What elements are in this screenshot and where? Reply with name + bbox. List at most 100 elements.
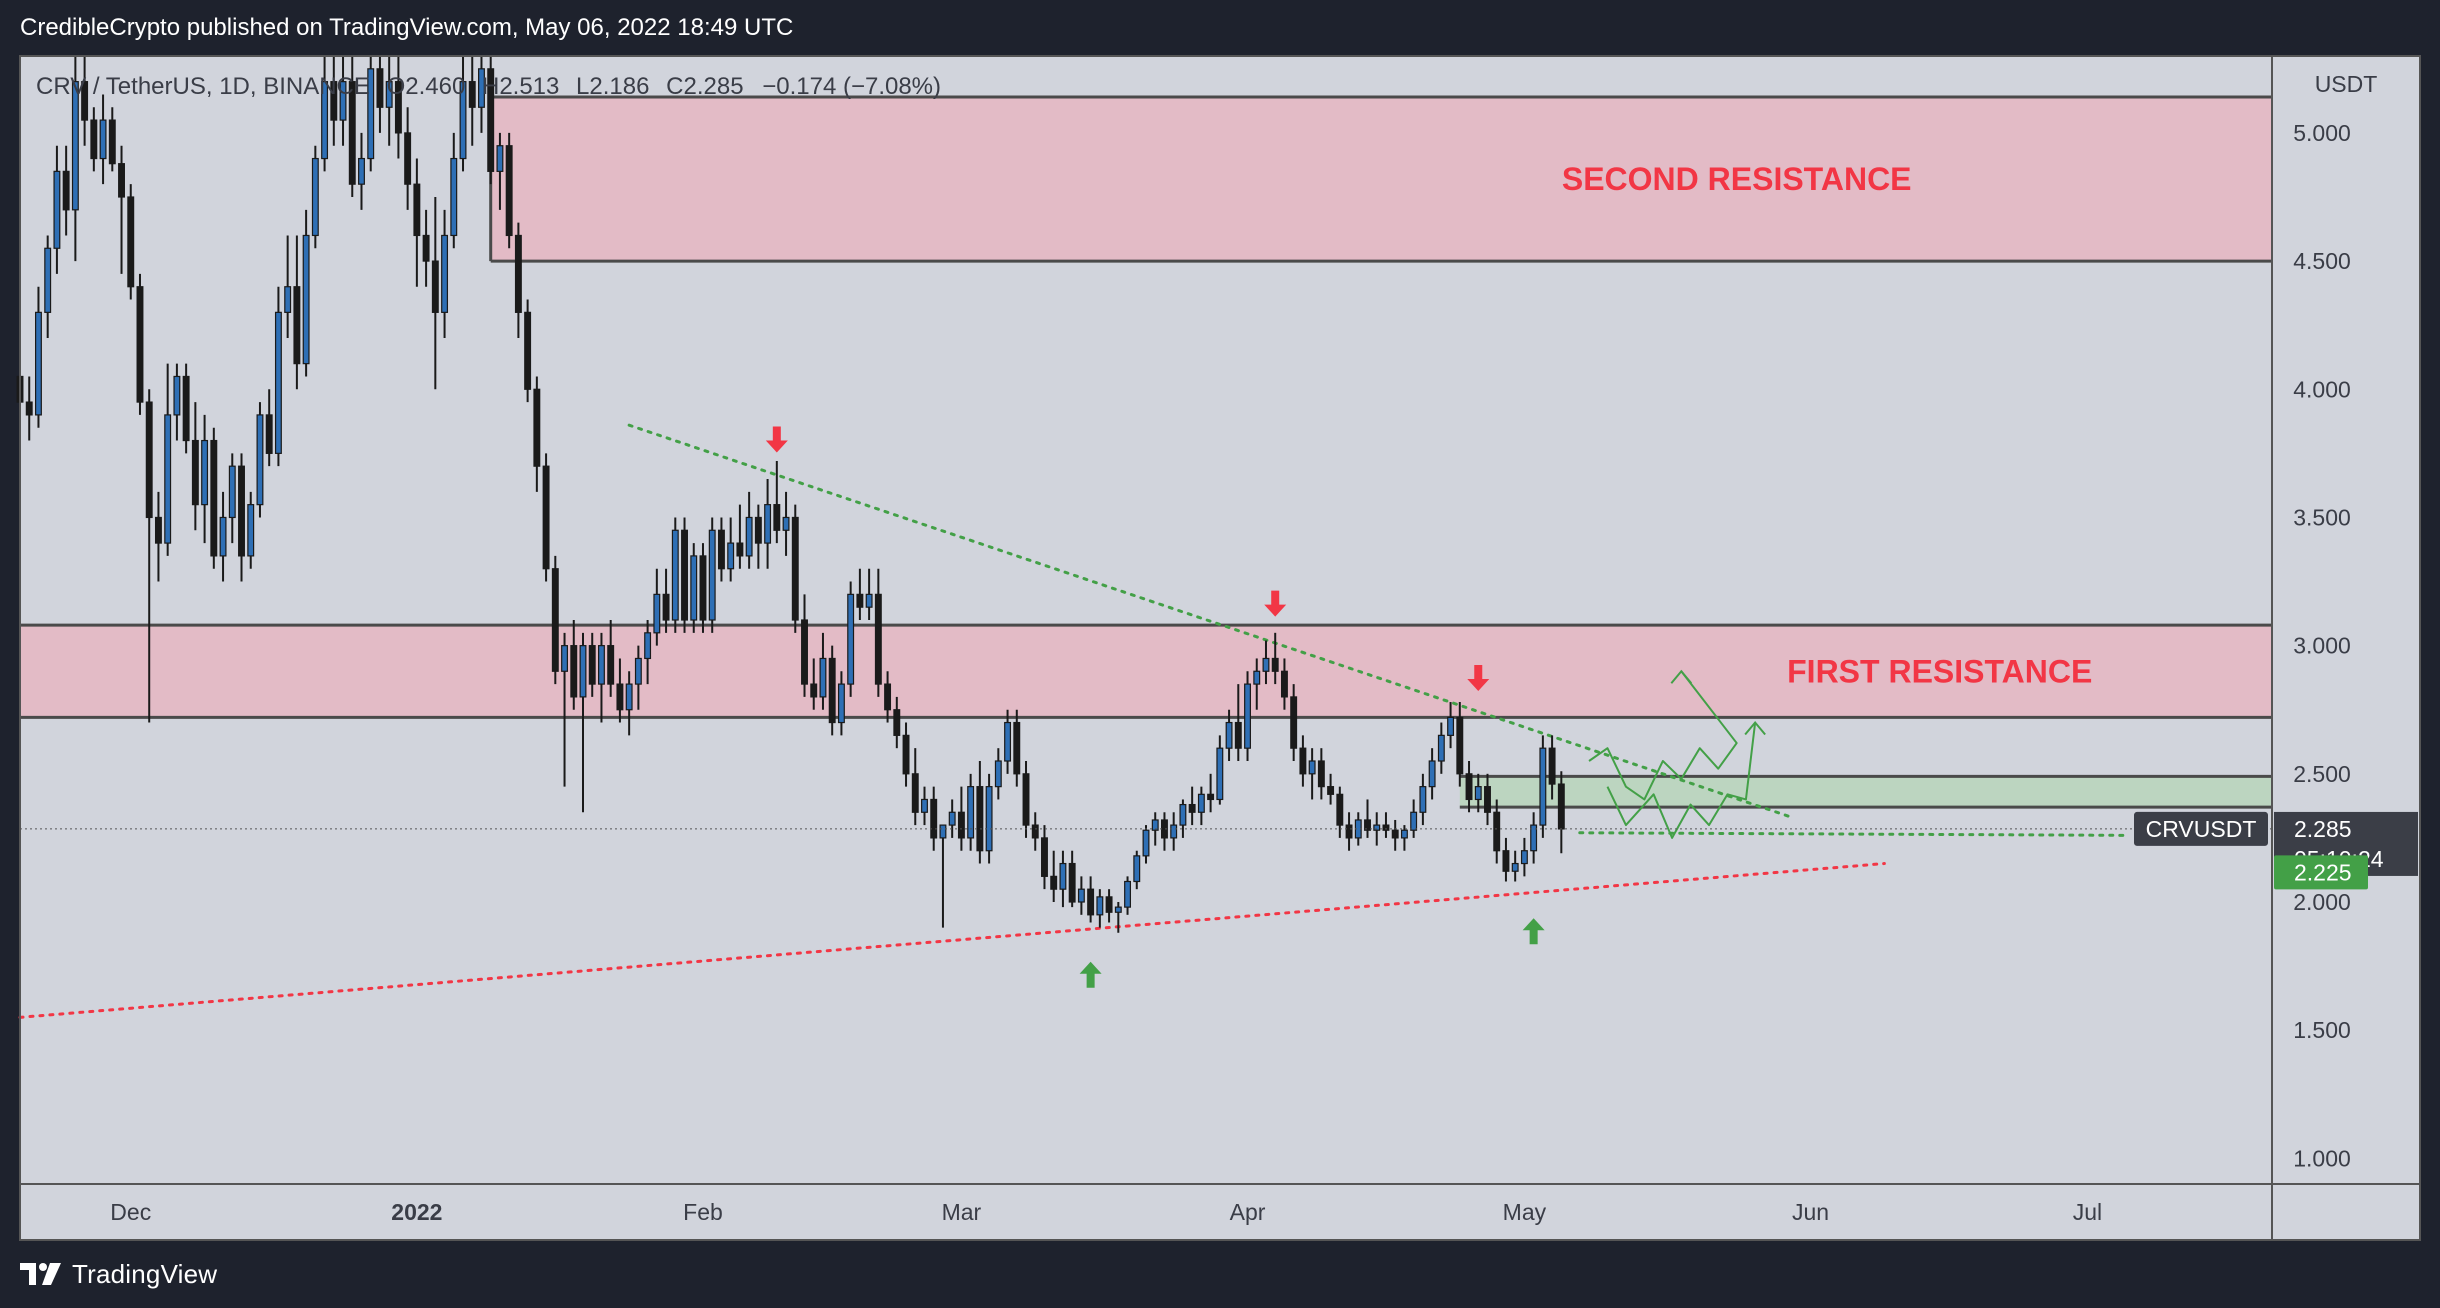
candle-down — [570, 645, 578, 698]
y-tick-label: 2.500 — [2293, 761, 2351, 787]
x-tick-label: Jul — [2073, 1199, 2102, 1225]
candle-down — [1327, 786, 1335, 795]
candle-up — [321, 81, 329, 160]
candle-up — [441, 234, 449, 313]
candle-down — [293, 286, 301, 365]
candle-up — [625, 683, 633, 711]
candle-down — [1087, 888, 1095, 916]
candle-up — [228, 465, 236, 519]
candle-down — [1317, 760, 1325, 788]
candle-down — [1456, 716, 1464, 775]
arrow-down-1 — [765, 426, 788, 453]
candle-down — [404, 132, 412, 185]
candle-down — [136, 286, 144, 403]
candle-down — [551, 568, 559, 672]
resistance-zone-1 — [490, 97, 2272, 262]
candle-down — [1271, 657, 1279, 672]
y-tick-label: 5.000 — [2293, 120, 2351, 146]
candle-down — [1234, 721, 1242, 749]
candle-down — [90, 119, 98, 160]
candle-down — [773, 504, 781, 531]
candle-down — [348, 81, 356, 185]
candle-down — [468, 81, 476, 108]
candle-up — [994, 760, 1002, 788]
candle-down — [1493, 811, 1501, 852]
candle-down — [874, 593, 882, 685]
x-tick-label: May — [1503, 1199, 1547, 1225]
candle-up — [1253, 670, 1261, 685]
candle-up — [764, 504, 772, 544]
x-tick-label: 2022 — [391, 1199, 442, 1225]
candle-up — [708, 529, 716, 621]
open-value: 2.460 — [405, 73, 465, 100]
candle-down — [182, 375, 190, 442]
candle-down — [976, 786, 984, 852]
symbol-tag-label: CRVUSDT — [2146, 816, 2257, 842]
projection-path-2 — [1606, 722, 1757, 839]
arrow-up-5 — [1522, 918, 1545, 945]
candle-up — [1308, 760, 1316, 775]
candle-up — [967, 786, 975, 839]
candle-down — [210, 439, 218, 557]
candle-up — [339, 81, 347, 121]
candle-down — [588, 645, 596, 685]
candle-up — [819, 657, 827, 698]
x-tick-label: Feb — [683, 1199, 723, 1225]
candle-down — [487, 68, 495, 172]
candle-up — [201, 439, 209, 506]
candle-down — [1391, 829, 1399, 839]
candle-up — [847, 593, 855, 685]
candle-down — [505, 145, 513, 237]
candle-up — [311, 157, 319, 237]
low-label: L — [576, 73, 589, 100]
projection-arrowhead-1 — [1670, 669, 1693, 684]
low-value: 2.186 — [589, 73, 649, 100]
candle-down — [1105, 896, 1113, 913]
candle-down — [154, 516, 162, 544]
candle-up — [459, 81, 467, 160]
candle-down — [607, 645, 615, 685]
tradingview-logo[interactable]: TradingView — [20, 1256, 217, 1292]
candle-down — [616, 683, 624, 711]
candle-up — [358, 157, 365, 185]
candle-down — [754, 516, 762, 544]
candle-up — [1262, 657, 1270, 672]
candle-down — [1557, 783, 1565, 830]
candle-up — [1474, 786, 1482, 801]
candles — [16, 56, 1565, 933]
candle-up — [1428, 760, 1436, 788]
candle-down — [699, 555, 707, 621]
candle-down — [1465, 773, 1473, 801]
last-price-value: 2.285 — [2294, 816, 2352, 842]
candle-up — [1373, 824, 1381, 831]
trendline-descending — [627, 423, 1794, 819]
time-axis-area[interactable] — [20, 1184, 2272, 1240]
candle-down — [542, 465, 550, 570]
candle-down — [911, 773, 919, 813]
candle-down — [1382, 824, 1390, 831]
candle-up — [302, 234, 310, 365]
candle-up — [256, 414, 264, 506]
price-axis-area[interactable] — [2272, 56, 2420, 1240]
arrow-up-4 — [1079, 961, 1102, 988]
candle-down — [1068, 862, 1076, 903]
candle-down — [238, 465, 245, 557]
candle-down — [1345, 824, 1353, 839]
close-label: C — [666, 73, 683, 100]
candle-down — [431, 260, 439, 313]
candle-up — [164, 414, 172, 544]
candle-up — [247, 504, 255, 557]
change-value: −0.174 (−7.08%) — [762, 73, 941, 100]
candle-down — [1050, 875, 1058, 890]
candle-up — [1133, 855, 1141, 883]
candle-up — [644, 632, 652, 660]
y-tick-label: 1.500 — [2293, 1017, 2351, 1043]
candle-down — [1299, 747, 1307, 775]
candle-down — [330, 81, 338, 121]
candle-up — [478, 68, 485, 108]
y-axis-ticks: 5.000 4.500 4.000 3.500 3.000 2.500 2.000 1.500… — [2293, 120, 2351, 1171]
candle-down — [145, 401, 153, 519]
candle-down — [108, 119, 116, 165]
x-axis-ticks: Dec 2022 Feb Mar Apr May Jun Jul — [110, 1199, 2102, 1225]
